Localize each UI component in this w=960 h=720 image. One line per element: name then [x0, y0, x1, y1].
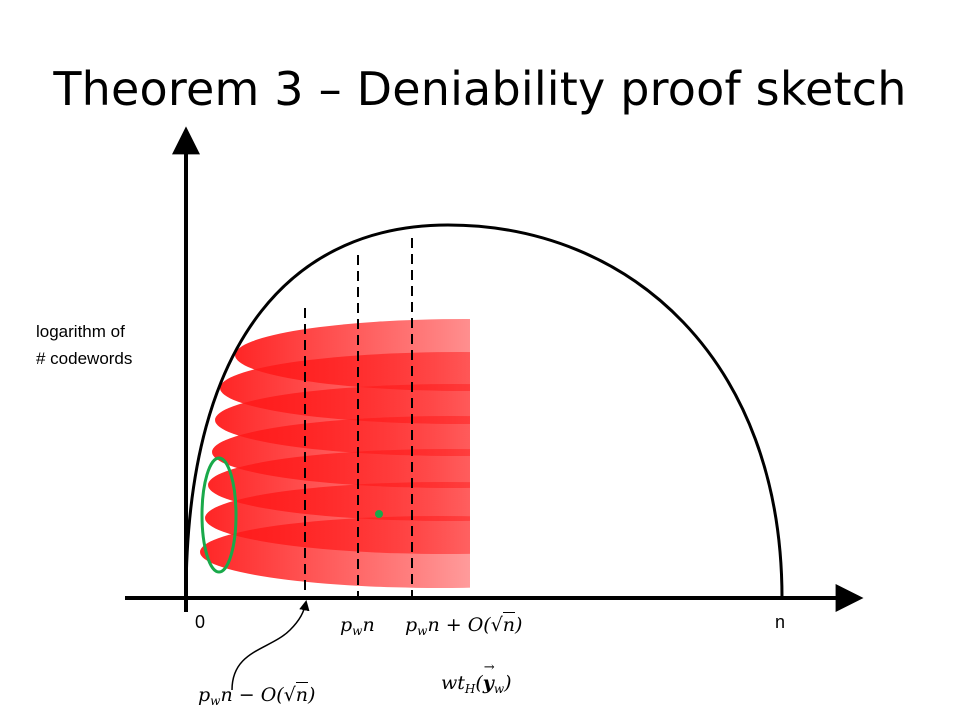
label-p: p: [340, 614, 353, 636]
label-p: p: [405, 614, 418, 636]
vector-arrow: →: [483, 660, 495, 675]
label-pw-n: pwn: [340, 614, 375, 638]
label-wt: wt: [441, 672, 465, 694]
y-axis-label-line: # codewords: [36, 349, 133, 368]
label-radicand: n: [295, 682, 309, 706]
label-rest: n: [362, 614, 375, 636]
sqrt-sign: √: [283, 684, 296, 706]
label-mid: n + O(: [427, 614, 491, 636]
label-open: (: [475, 672, 483, 694]
label-pw-n-minus-sqrt: pwn − O(√n): [198, 682, 316, 708]
y-axis-label-line: logarithm of: [36, 322, 125, 341]
label-sub: H: [464, 682, 476, 696]
x-tick-zero: 0: [195, 612, 206, 632]
label-close: ): [308, 684, 316, 706]
vector-y: → y: [482, 660, 495, 694]
label-hamming-weight: wtH(→ yw): [441, 660, 512, 696]
label-sub: w: [417, 624, 428, 638]
label-mid: n − O(: [220, 684, 284, 706]
label-radicand: n: [502, 612, 516, 636]
x-tick-n: n: [775, 612, 786, 632]
label-pw-n-plus-sqrt: pwn + O(√n): [405, 612, 523, 638]
label-sub: w: [352, 624, 363, 638]
slide-title: Theorem 3 – Deniability proof sketch: [53, 62, 907, 116]
label-y: y: [482, 672, 494, 694]
green-dot: [375, 510, 383, 518]
sqrt-sign: √: [490, 614, 503, 636]
pointer-arrow: [231, 599, 310, 691]
label-sub: w: [210, 694, 221, 708]
label-close: ): [515, 614, 523, 636]
y-axis-label: logarithm of # codewords: [36, 318, 132, 372]
label-close: ): [504, 672, 512, 694]
label-p: p: [198, 684, 211, 706]
green-ellipse: [200, 456, 238, 574]
entropy-curve: [184, 223, 784, 599]
label-sub: w: [493, 682, 505, 696]
